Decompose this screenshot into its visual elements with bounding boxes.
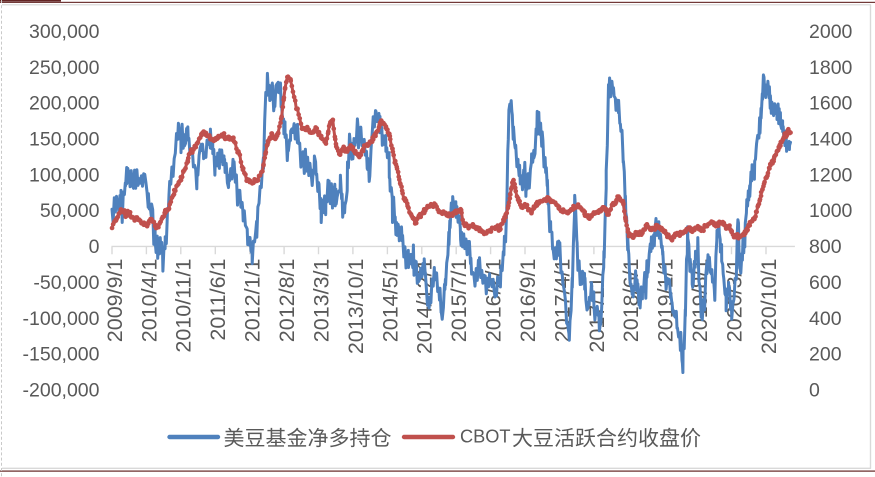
svg-text:1800: 1800 bbox=[809, 57, 853, 79]
svg-text:2016/9/1: 2016/9/1 bbox=[516, 259, 540, 343]
svg-text:400: 400 bbox=[809, 308, 842, 330]
svg-text:-100,000: -100,000 bbox=[23, 308, 100, 330]
svg-text:1400: 1400 bbox=[809, 129, 853, 151]
svg-text:2013/3/1: 2013/3/1 bbox=[309, 259, 333, 343]
svg-text:CBOT: CBOT bbox=[460, 427, 511, 447]
svg-text:2000: 2000 bbox=[809, 21, 853, 43]
svg-text:1200: 1200 bbox=[809, 164, 853, 186]
svg-text:2010/11/1: 2010/11/1 bbox=[172, 259, 196, 353]
svg-text:600: 600 bbox=[809, 272, 842, 294]
svg-text:2014/5/1: 2014/5/1 bbox=[378, 259, 402, 343]
svg-text:1000: 1000 bbox=[809, 200, 853, 222]
svg-text:-150,000: -150,000 bbox=[23, 344, 100, 366]
svg-text:50,000: 50,000 bbox=[40, 200, 100, 222]
svg-text:1600: 1600 bbox=[809, 93, 853, 115]
svg-text:250,000: 250,000 bbox=[29, 57, 100, 79]
svg-text:800: 800 bbox=[809, 236, 842, 258]
svg-text:0: 0 bbox=[89, 236, 100, 258]
svg-text:2012/1/1: 2012/1/1 bbox=[241, 259, 265, 343]
svg-text:0: 0 bbox=[809, 380, 820, 402]
svg-text:-50,000: -50,000 bbox=[33, 272, 99, 294]
svg-text:2015/7/1: 2015/7/1 bbox=[447, 258, 471, 342]
svg-text:2009/9/1: 2009/9/1 bbox=[103, 259, 127, 343]
svg-text:2011/6/1: 2011/6/1 bbox=[206, 259, 230, 341]
svg-text:200: 200 bbox=[809, 344, 842, 366]
svg-text:200,000: 200,000 bbox=[29, 93, 100, 115]
svg-text:2010/4/1: 2010/4/1 bbox=[137, 259, 161, 343]
svg-text:-200,000: -200,000 bbox=[23, 380, 100, 402]
svg-text:300,000: 300,000 bbox=[29, 21, 100, 43]
svg-text:100,000: 100,000 bbox=[29, 164, 100, 186]
svg-text:150,000: 150,000 bbox=[29, 129, 100, 151]
svg-text:2013/10/1: 2013/10/1 bbox=[344, 259, 368, 355]
svg-text:2012/8/1: 2012/8/1 bbox=[275, 259, 299, 343]
svg-text:2020/10/1: 2020/10/1 bbox=[757, 259, 781, 355]
